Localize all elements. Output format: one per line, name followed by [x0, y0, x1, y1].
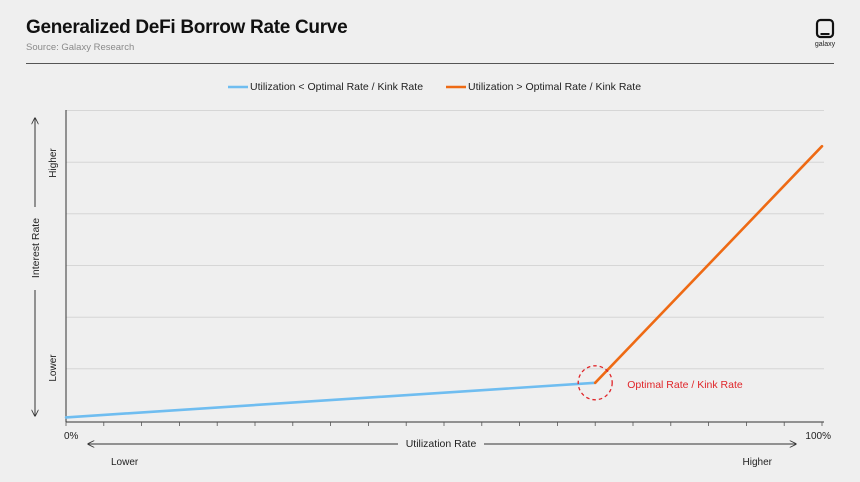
- galaxy-logo-text: galaxy: [814, 41, 836, 48]
- kink-annotation-label: Optimal Rate / Kink Rate: [627, 379, 743, 391]
- chart-title: Generalized DeFi Borrow Rate Curve: [26, 17, 348, 38]
- header-divider: [26, 63, 834, 64]
- kink-marker-circle: [577, 365, 613, 401]
- legend-label-below-kink: Utilization < Optimal Rate / Kink Rate: [250, 81, 423, 93]
- series-above-kink-line: [593, 144, 824, 385]
- chart-source: Source: Galaxy Research: [26, 42, 135, 53]
- x-direction-lower: Lower: [111, 457, 139, 468]
- legend: Utilization < Optimal Rate / Kink Rate U…: [228, 81, 641, 93]
- y-direction-lower: Lower: [48, 354, 59, 382]
- x-axis-title: Utilization Rate: [406, 438, 477, 450]
- y-axis-title: Interest Rate: [30, 218, 42, 278]
- x-direction-higher: Higher: [743, 457, 773, 468]
- x-tick-label-max: 100%: [805, 431, 831, 442]
- y-direction-higher: Higher: [48, 148, 59, 178]
- gridlines: [66, 110, 824, 370]
- legend-label-above-kink: Utilization > Optimal Rate / Kink Rate: [468, 81, 641, 93]
- series-below-kink-line: [64, 381, 597, 419]
- x-tick-label-min: 0%: [64, 431, 79, 442]
- x-axis-ticks: [65, 422, 823, 426]
- galaxy-logo-icon: [815, 18, 835, 39]
- galaxy-logo: galaxy: [812, 18, 838, 52]
